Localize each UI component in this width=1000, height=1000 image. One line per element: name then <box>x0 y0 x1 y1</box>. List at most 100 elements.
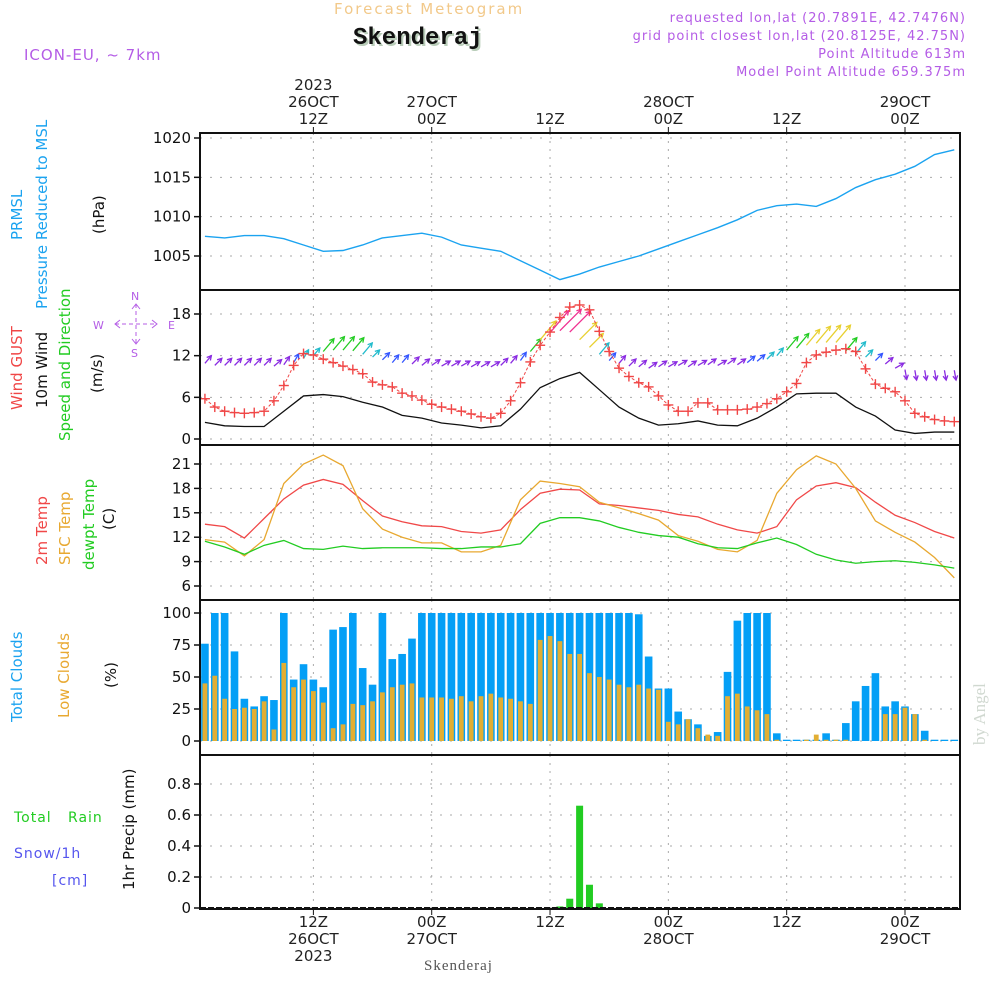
low-cloud-bar <box>557 641 563 741</box>
total-cloud-bar <box>467 613 475 741</box>
time-axis-label-line: 26OCT <box>288 930 339 948</box>
wind-arrow <box>677 359 689 366</box>
gust-marker <box>466 409 477 419</box>
total-cloud-bar <box>792 739 801 741</box>
y-tick-label: 9 <box>181 553 191 571</box>
wind-arrow-head <box>898 362 905 368</box>
y-tick-label: 0.8 <box>167 775 191 793</box>
wind-arrow-shaft <box>322 338 335 352</box>
wind-arrow-shaft <box>924 370 928 381</box>
gust-marker <box>229 407 240 418</box>
wind-arrow-shaft <box>904 369 908 380</box>
low-cloud-bar <box>468 701 474 741</box>
low-cloud-bar <box>892 714 898 741</box>
wind-arrow <box>835 324 852 343</box>
rain-bar <box>595 903 603 908</box>
wind-arrow-shaft <box>756 354 766 362</box>
gust-marker <box>456 406 467 417</box>
wind-arrow <box>894 362 905 369</box>
gust-marker <box>209 402 220 413</box>
gust-marker <box>406 390 417 401</box>
wind-arrow-shaft <box>707 358 717 366</box>
low-cloud-bar <box>902 707 908 741</box>
gust-marker <box>653 390 664 401</box>
wind-arrow-shaft <box>874 352 883 361</box>
wind-arrow-head <box>903 374 909 381</box>
wind-arrow-head <box>358 336 365 343</box>
wind-arrow <box>559 308 583 332</box>
wind-arrow <box>470 361 481 368</box>
wind-arrow-head <box>550 320 557 327</box>
wind-arrow-head <box>226 357 233 364</box>
gust-marker <box>387 381 398 392</box>
wind-arrow-shaft <box>519 351 527 361</box>
gust-marker <box>880 383 891 394</box>
low-cloud-bar <box>734 693 740 741</box>
wind-arrow-head <box>710 358 718 364</box>
wind-arrow-head <box>860 340 867 347</box>
total-cloud-bar <box>753 613 761 741</box>
low-cloud-bar <box>458 696 464 741</box>
wind-arrow-shaft <box>253 357 262 366</box>
wind-arrow-shaft <box>894 362 905 369</box>
time-axis-label-line: 26OCT <box>288 93 339 111</box>
total-cloud-bar <box>733 620 742 741</box>
wind-arrow <box>460 360 472 367</box>
time-axis-label-line: 00Z <box>890 913 920 931</box>
gust-marker <box>416 395 427 406</box>
gust-marker <box>298 348 309 359</box>
total-cloud-bar <box>496 613 505 741</box>
low-cloud-bar <box>419 697 425 741</box>
wind-arrow-head <box>494 361 501 367</box>
wind-arrow-shaft <box>490 361 500 368</box>
wind-arrow-shaft <box>460 360 471 367</box>
total-cloud-bar <box>950 739 959 741</box>
total-cloud-bar <box>270 700 278 741</box>
wind-arrow-shaft <box>815 325 831 344</box>
wind-arrow <box>668 361 679 368</box>
gust-marker <box>899 395 910 406</box>
wind-arrow <box>874 352 884 361</box>
gust-marker <box>722 404 733 415</box>
wind-arrow-head <box>769 351 775 358</box>
wind-arrow <box>727 357 737 365</box>
time-axis-label-line: 28OCT <box>643 930 694 948</box>
low-cloud-bar <box>439 697 444 741</box>
wind-arrow <box>411 355 421 365</box>
wind-arrow <box>234 357 243 366</box>
wind-arrow <box>766 351 775 360</box>
wind-arrow <box>342 335 356 351</box>
wind-arrow-head <box>952 375 959 382</box>
wind-arrow-head <box>942 375 949 382</box>
gust-marker <box>328 357 339 368</box>
gust-marker <box>505 395 516 406</box>
wind-arrow-head <box>464 360 472 366</box>
wind-arrow <box>776 346 785 357</box>
compass-e: E <box>168 319 175 332</box>
low-cloud-bar <box>764 714 770 741</box>
wind-arrow-head <box>610 351 617 358</box>
gust-marker <box>545 327 556 338</box>
gust-marker <box>643 381 654 392</box>
wind-arrow-shaft <box>825 324 842 343</box>
total-cloud-bar <box>615 613 623 741</box>
wind-arrow-head <box>367 341 374 348</box>
wind-arrow-shaft <box>401 354 410 364</box>
wind-arrow-shaft <box>569 310 591 333</box>
wind-arrow-shaft <box>411 356 420 365</box>
low-cloud-bar <box>301 679 306 741</box>
wind-arrow <box>717 359 728 366</box>
time-axis-label: 12Z <box>535 914 564 931</box>
wind-arrow <box>658 360 668 368</box>
low-cloud-bar <box>547 636 553 741</box>
wind-arrow-head <box>591 321 598 328</box>
gust-marker <box>860 363 871 374</box>
time-axis-label-line: 12Z <box>535 110 565 128</box>
wind-arrow <box>903 369 909 381</box>
wind-arrow-shaft <box>943 370 947 381</box>
total-cloud-bar <box>930 739 939 741</box>
wind-arrow <box>332 335 346 351</box>
wind-arrow <box>756 353 766 362</box>
wind-arrow <box>539 320 557 341</box>
wind-arrow-head <box>681 359 689 365</box>
